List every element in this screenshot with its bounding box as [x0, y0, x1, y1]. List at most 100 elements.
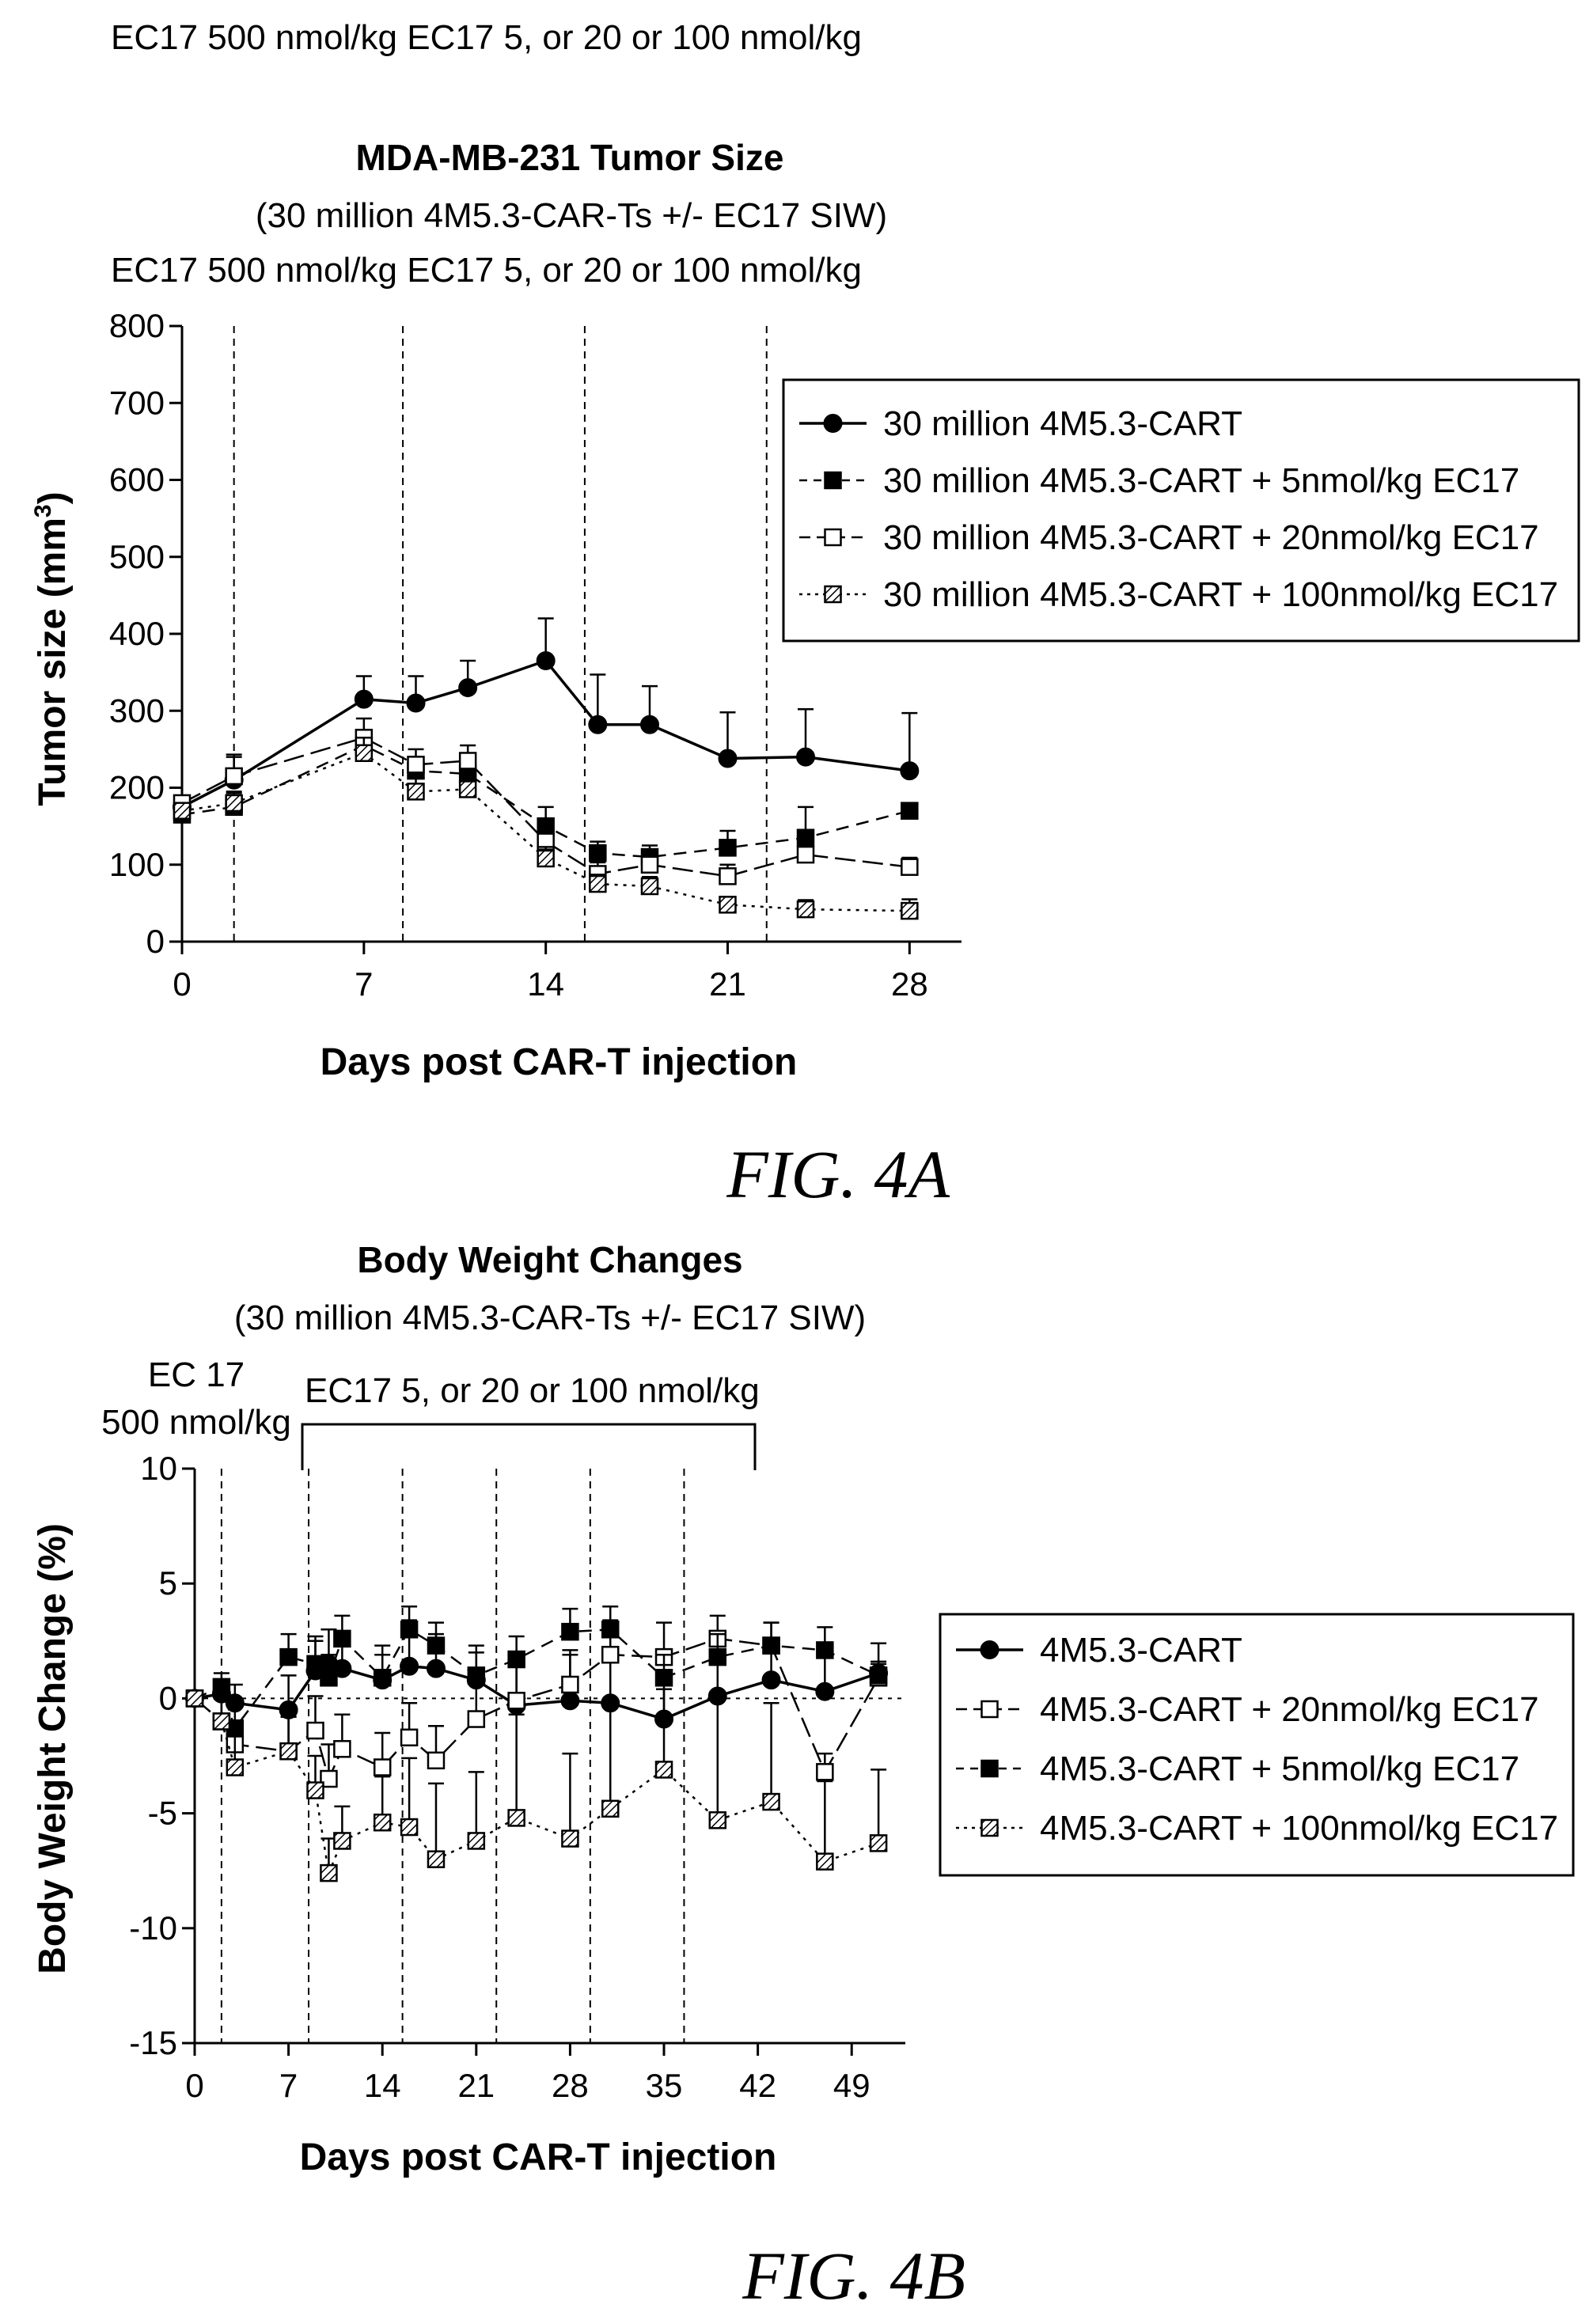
- chart-b-data-point: [279, 1742, 298, 1761]
- chart-b-data-point: [507, 1650, 525, 1669]
- chart-b-data-point: [762, 1792, 780, 1811]
- chart-a-legend-label: 30 million 4M5.3-CART + 5nmol/kg EC17: [883, 461, 1519, 500]
- chart-b-legend-marker: [980, 1818, 999, 1837]
- chart-b-data-point: [507, 1692, 525, 1710]
- chart-b-data-point: [320, 1669, 338, 1687]
- chart-b-data-point: [373, 1758, 392, 1776]
- chart-a-data-point: [588, 715, 608, 734]
- chart-a-y-tick-label: 700: [109, 384, 165, 421]
- chart-b-x-tick-label: 28: [552, 2067, 589, 2104]
- chart-b-dosing-note-2: EC17 5, or 20 or 100 nmol/kg: [305, 1371, 760, 1410]
- chart-a-data-point: [718, 749, 738, 768]
- chart-b-data-point: [320, 1769, 338, 1788]
- chart-a-y-tick-label: 400: [109, 615, 165, 652]
- chart-b-data-point: [869, 1834, 888, 1852]
- chart-b-data-point: [816, 1763, 834, 1781]
- chart-a-data-point: [173, 802, 192, 820]
- chart-b-series-1: [185, 1619, 889, 1729]
- chart-a-y-label-sup: 3: [30, 504, 56, 517]
- chart-a-data-point: [589, 844, 607, 862]
- chart-a-legend-marker: [823, 414, 843, 433]
- chart-a-legend-box: [782, 378, 1580, 643]
- chart-b-legend-label: 4M5.3-CART + 100nmol/kg EC17: [1040, 1809, 1558, 1848]
- chart-b-data-point: [400, 1656, 419, 1676]
- page-header: EC17 500 nmol/kg EC17 5, or 20 or 100 nm…: [111, 18, 862, 57]
- chart-b-data-point: [561, 1675, 579, 1694]
- chart-a-data-point: [900, 761, 920, 781]
- chart-b-data-point: [601, 1621, 620, 1639]
- chart-b-y-tick-label: 10: [140, 1450, 177, 1487]
- chart-a-data-point: [901, 802, 919, 820]
- chart-a-data-point: [458, 780, 477, 798]
- chart-a-x-axis-label: Days post CAR-T injection: [320, 1041, 798, 1083]
- chart-b-y-axis-label: Body Weight Change (%): [32, 1523, 74, 1974]
- chart-a-data-point: [458, 752, 477, 770]
- chart-b-data-point: [373, 1813, 392, 1832]
- chart-b-data-point: [400, 1621, 419, 1639]
- chart-b-y-tick-label: -10: [129, 1909, 177, 1947]
- chart-a-data-point: [225, 767, 243, 786]
- chart-b-legend-label: 4M5.3-CART: [1040, 1631, 1242, 1670]
- chart-a-data-point: [225, 794, 243, 813]
- chart-b-data-point: [467, 1666, 486, 1685]
- chart-b-series-line: [194, 1697, 879, 1877]
- chart-b-data-point: [400, 1818, 419, 1837]
- chart-b-data-point: [708, 1811, 727, 1829]
- chart-b-data-point: [601, 1645, 620, 1664]
- chart-a-data-point: [640, 855, 659, 874]
- chart-b-data-point: [400, 1728, 419, 1747]
- chart-a-x-tick-label: 0: [173, 965, 191, 1003]
- chart-b-data-point: [761, 1670, 781, 1690]
- chart-b-data-point: [333, 1740, 351, 1758]
- chart-b-data-point: [507, 1809, 525, 1827]
- chart-b-x-tick-label: 35: [646, 2067, 683, 2104]
- chart-b-data-point: [561, 1622, 579, 1641]
- chart-a-data-point: [901, 858, 919, 876]
- chart-a-x-tick-label: 21: [709, 965, 746, 1003]
- chart-b-x-tick-label: 0: [185, 2067, 203, 2104]
- chart-a-data-point: [355, 744, 374, 762]
- chart-b-legend-marker: [980, 1700, 999, 1719]
- chart-a-subtitle: (30 million 4M5.3-CAR-Ts +/- EC17 SIW): [256, 196, 887, 235]
- chart-a-y-tick-label: 500: [109, 538, 165, 575]
- chart-a-y-tick-label: 100: [109, 846, 165, 883]
- chart-b-dosing-note-1a: EC 17: [148, 1355, 245, 1394]
- chart-b-data-point: [333, 1629, 351, 1648]
- chart-a-x-tick-label: 14: [527, 965, 564, 1003]
- chart-b-series-3: [185, 1605, 888, 1738]
- chart-a-plot: 0 100 200 300 400 500 600 700 800 0 7 14 21 28 30 mill…: [109, 307, 1580, 1003]
- chart-b-x-tick-label: 14: [364, 2067, 401, 2104]
- chart-a-data-point: [796, 900, 815, 919]
- chart-b-legend-label: 4M5.3-CART + 5nmol/kg EC17: [1040, 1750, 1519, 1788]
- chart-b-data-point: [306, 1721, 324, 1740]
- chart-a-x-tick-label: 7: [355, 965, 373, 1003]
- chart-b-data-point: [708, 1647, 727, 1666]
- chart-a-data-point: [407, 756, 425, 774]
- chart-a-legend-marker: [824, 528, 842, 547]
- chart-a-series-4: [173, 737, 919, 920]
- chart-a-data-point: [407, 783, 425, 801]
- chart-a-legend-marker: [824, 585, 842, 604]
- chart-b-data-point: [560, 1691, 580, 1711]
- chart-b-x-tick-label: 42: [739, 2067, 776, 2104]
- chart-a-data-point: [589, 874, 607, 893]
- chart-a-title: MDA-MB-231 Tumor Size: [356, 137, 784, 178]
- chart-b-data-point: [601, 1799, 620, 1818]
- chart-b-series-4: [185, 1688, 888, 1882]
- chart-b-data-point: [185, 1689, 204, 1708]
- chart-b-data-point: [306, 1655, 324, 1674]
- chart-a-y-tick-label: 600: [109, 461, 165, 499]
- chart-a-data-point: [719, 896, 737, 914]
- chart-b-dosing-bracket: [301, 1423, 757, 1470]
- chart-a-y-label-main: Tumor size (mm: [32, 517, 74, 806]
- chart-a-y-tick-label: 300: [109, 692, 165, 729]
- chart-b-data-point: [816, 1641, 834, 1659]
- chart-b-data-point: [816, 1852, 834, 1871]
- chart-b-dosing-note-1b: 500 nmol/kg: [101, 1403, 291, 1442]
- chart-b-x-tick-label: 21: [457, 2067, 495, 2104]
- chart-a-data-point: [354, 689, 374, 709]
- chart-a-y-axis-label: Tumor size (mm3): [30, 491, 74, 806]
- chart-b-data-point: [762, 1636, 780, 1655]
- chart-b-data-point: [333, 1832, 351, 1850]
